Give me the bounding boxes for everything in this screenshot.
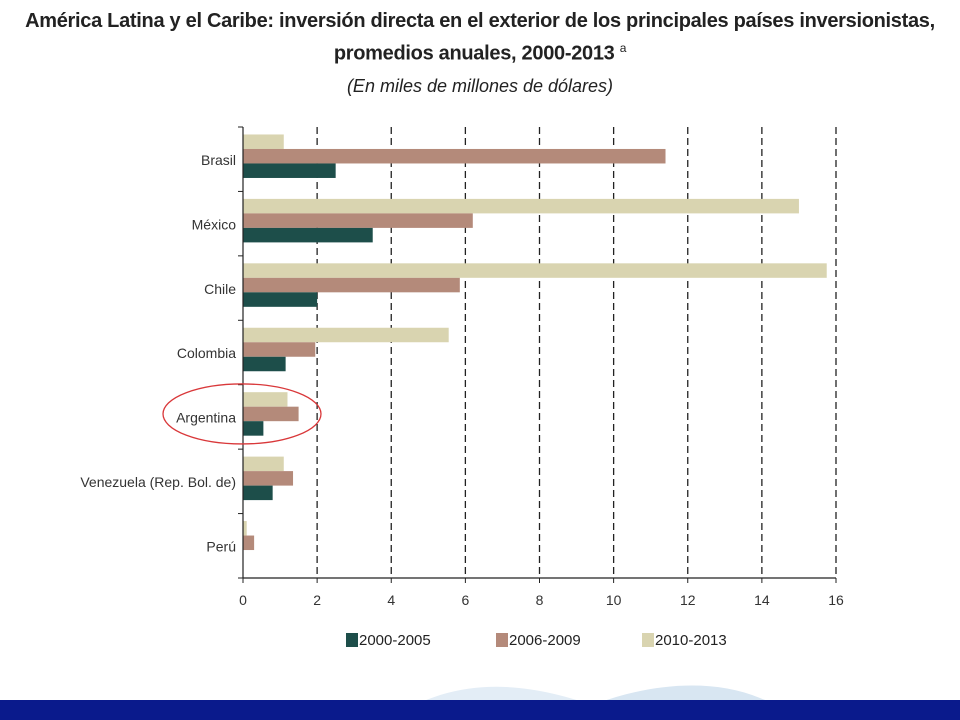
legend: 2000-2005 2006-2009 2010-2013 <box>346 632 727 649</box>
bar <box>243 198 799 214</box>
category-label: Brasil <box>201 152 236 168</box>
x-tick-label: 14 <box>754 592 770 608</box>
legend-label: 2006-2009 <box>509 632 581 649</box>
bar <box>243 227 373 243</box>
axes <box>238 126 837 583</box>
legend-swatch <box>346 633 358 647</box>
highlight-ellipse <box>162 383 322 445</box>
category-label: México <box>192 216 237 232</box>
legend-label: 2000-2005 <box>359 632 431 649</box>
x-tick-label: 8 <box>536 592 544 608</box>
legend-label: 2010-2013 <box>655 632 727 649</box>
bar <box>243 292 318 307</box>
bar <box>243 456 284 472</box>
bar <box>243 535 255 551</box>
x-tick-label: 10 <box>606 592 622 608</box>
x-tick-label: 2 <box>313 592 321 608</box>
bar <box>243 421 264 436</box>
bar <box>243 263 827 278</box>
bar <box>243 392 288 407</box>
footer-bar <box>0 700 960 720</box>
category-label: Colombia <box>177 345 236 361</box>
chart-title-line-1: América Latina y el Caribe: inversión di… <box>25 10 935 32</box>
bar <box>243 327 449 343</box>
bar <box>243 163 336 178</box>
highlight-ellipse-shape <box>162 383 322 445</box>
legend-swatch <box>642 633 654 647</box>
x-tick-labels: 0 2 4 6 8 10 12 14 16 <box>239 592 844 608</box>
bars <box>243 134 827 551</box>
category-label: Venezuela (Rep. Bol. de) <box>80 474 236 490</box>
bar <box>243 356 286 372</box>
bar <box>243 134 284 149</box>
legend-swatch <box>496 633 508 647</box>
bar <box>243 521 247 536</box>
category-label: Perú <box>206 538 236 554</box>
x-tick-label: 4 <box>387 592 395 608</box>
category-label: Chile <box>204 281 236 297</box>
bar <box>243 277 460 293</box>
bar-chart: Brasil México Chile Colombia Argentina Venezu… <box>80 126 844 649</box>
category-label: Argentina <box>176 410 236 426</box>
x-tick-label: 6 <box>461 592 469 608</box>
bar <box>243 485 273 501</box>
chart-subtitle: (En miles de millones de dólares) <box>346 76 614 96</box>
bar <box>243 471 294 486</box>
x-tick-label: 12 <box>680 592 696 608</box>
chart-title-line-2: promedios anuales, 2000-2013 a <box>0 41 960 66</box>
chart-title-line-2-text: promedios anuales, 2000-2013 <box>333 42 615 65</box>
x-tick-label: 0 <box>239 592 247 608</box>
bar <box>243 213 473 228</box>
x-tick-label: 16 <box>828 592 844 608</box>
grid-lines <box>316 127 837 578</box>
bar <box>243 148 666 164</box>
bar <box>243 342 316 357</box>
title-footnote-mark: a <box>619 41 627 55</box>
bar <box>243 406 299 422</box>
category-labels: Brasil México Chile Colombia Argentina Venezu… <box>80 152 236 555</box>
